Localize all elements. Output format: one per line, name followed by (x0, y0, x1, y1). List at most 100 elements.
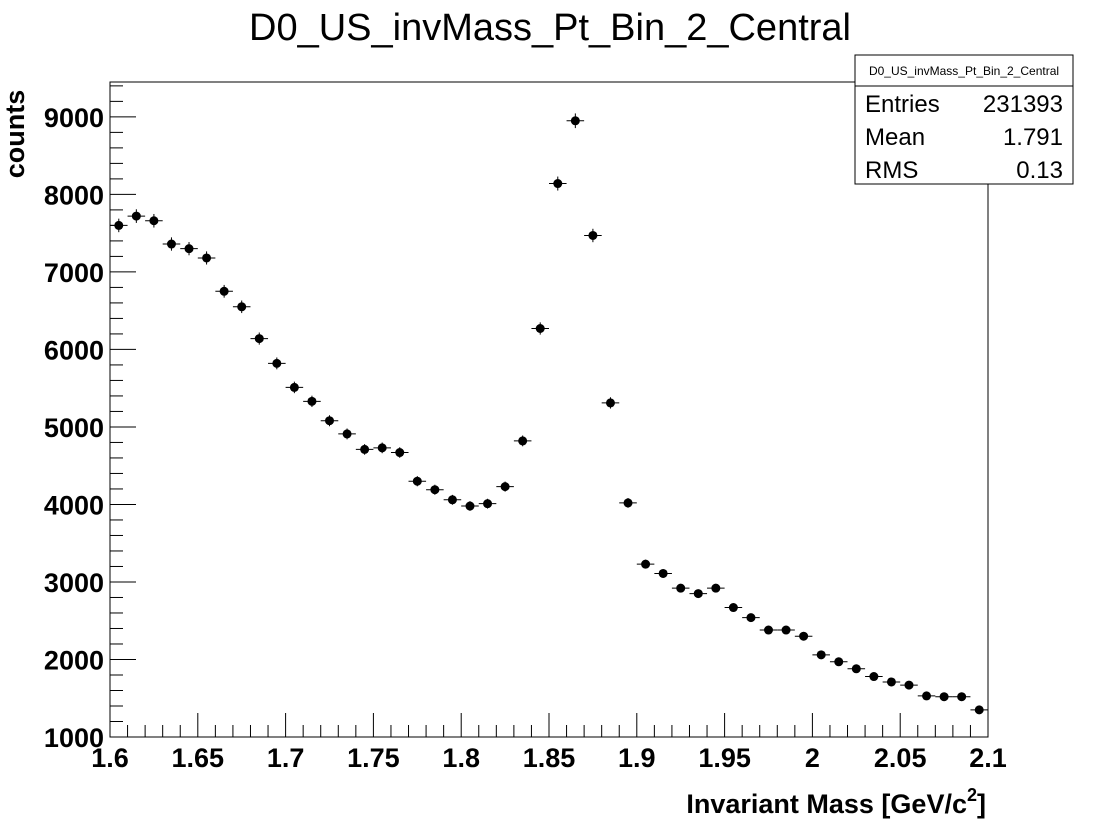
point-marker (184, 244, 194, 254)
data-point (162, 237, 181, 251)
point-marker (412, 476, 422, 486)
data-point (619, 497, 637, 508)
point-marker (535, 323, 545, 333)
data-point (847, 664, 866, 674)
point-marker (202, 253, 212, 263)
y-tick-label: 7000 (44, 258, 104, 288)
y-tick-label: 3000 (44, 568, 104, 598)
point-marker (728, 603, 738, 613)
x-tick-label: 1.75 (347, 743, 400, 773)
data-point (338, 428, 356, 440)
point-marker (816, 650, 826, 660)
data-point (145, 213, 163, 228)
point-marker (904, 680, 914, 690)
x-tick-label: 1.9 (618, 743, 656, 773)
data-point (355, 444, 374, 455)
x-tick-label: 1.65 (172, 743, 225, 773)
data-point (478, 498, 497, 509)
data-point (865, 672, 883, 682)
point-marker (377, 443, 387, 453)
x-axis-label-suffix: ] (977, 789, 986, 819)
x-axis-label: Invariant Mass [GeV/c2] (686, 785, 986, 819)
data-point (232, 300, 251, 314)
data-point (496, 481, 514, 492)
x-tick-label: 1.6 (91, 743, 129, 773)
y-tick-label: 4000 (44, 490, 104, 520)
data-point (777, 625, 795, 635)
data-point (303, 395, 321, 408)
data-point (373, 442, 391, 454)
data-point (724, 603, 743, 613)
x-tick-label: 1.7 (267, 743, 305, 773)
point-marker (922, 691, 932, 701)
point-marker (447, 495, 457, 505)
data-point (707, 583, 725, 593)
data-point (110, 218, 128, 233)
data-point (671, 583, 690, 593)
data-point (970, 705, 988, 715)
data-point (215, 284, 233, 298)
point-marker (307, 396, 317, 406)
data-point (654, 568, 672, 578)
point-marker (570, 116, 580, 126)
x-tick-label: 1.8 (442, 743, 480, 773)
point-marker (272, 358, 282, 368)
data-point (390, 447, 409, 458)
x-tick-label: 2.05 (874, 743, 927, 773)
x-tick-label: 2.1 (969, 743, 1007, 773)
x-axis: 1.6 1.65 1.7 1.75 1.8 1.85 1.9 1.95 2 2.05 2.1 (91, 713, 1007, 773)
y-tick-label: 2000 (44, 645, 104, 675)
y-axis: 1000 2000 3000 4000 5000 6000 7000 8000 9000 (44, 85, 136, 753)
point-marker (939, 692, 949, 702)
y-tick-label: 6000 (44, 335, 104, 365)
data-point (320, 415, 339, 427)
point-marker (781, 625, 791, 635)
point-marker (658, 568, 668, 578)
data-point (584, 228, 602, 243)
chart-title: D0_US_invMass_Pt_Bin_2_Central (249, 7, 851, 49)
point-marker (869, 672, 879, 682)
stats-mean-value: 1.791 (1003, 124, 1063, 151)
data-point (549, 176, 567, 191)
point-marker (886, 677, 896, 687)
x-tick-label: 1.85 (523, 743, 576, 773)
point-marker (289, 382, 299, 392)
point-marker (764, 625, 773, 635)
data-point (882, 677, 901, 687)
data-point (408, 476, 427, 487)
point-marker (131, 211, 141, 221)
data-point (268, 357, 286, 370)
point-marker (325, 416, 334, 426)
point-marker (851, 664, 861, 674)
x-axis-label-main: Invariant Mass [GeV/c (686, 789, 967, 819)
x-axis-label-superscript: 2 (967, 785, 977, 805)
point-marker (149, 216, 159, 226)
point-marker (693, 589, 703, 599)
point-marker (360, 444, 370, 454)
point-marker (676, 583, 686, 593)
data-point (531, 322, 549, 335)
data-point (759, 625, 778, 635)
point-marker (166, 239, 176, 249)
data-point (443, 494, 462, 505)
stats-rms-value: 0.13 (1016, 157, 1063, 184)
point-marker (465, 501, 475, 511)
data-point (900, 680, 918, 690)
point-marker (254, 334, 264, 344)
stats-box: D0_US_invMass_Pt_Bin_2_Central Entries 2… (854, 54, 1074, 185)
stats-entries-label: Entries (865, 91, 940, 118)
y-tick-label: 8000 (44, 180, 104, 210)
data-point (285, 381, 304, 394)
point-marker (114, 220, 124, 230)
data-point (513, 435, 532, 447)
point-marker (430, 485, 440, 495)
data-point (689, 589, 708, 599)
data-point (952, 692, 971, 702)
point-marker (588, 230, 598, 240)
point-marker (711, 583, 721, 593)
point-marker (799, 631, 809, 641)
data-points (110, 113, 988, 715)
y-tick-label: 9000 (44, 103, 104, 133)
data-point (636, 559, 655, 569)
